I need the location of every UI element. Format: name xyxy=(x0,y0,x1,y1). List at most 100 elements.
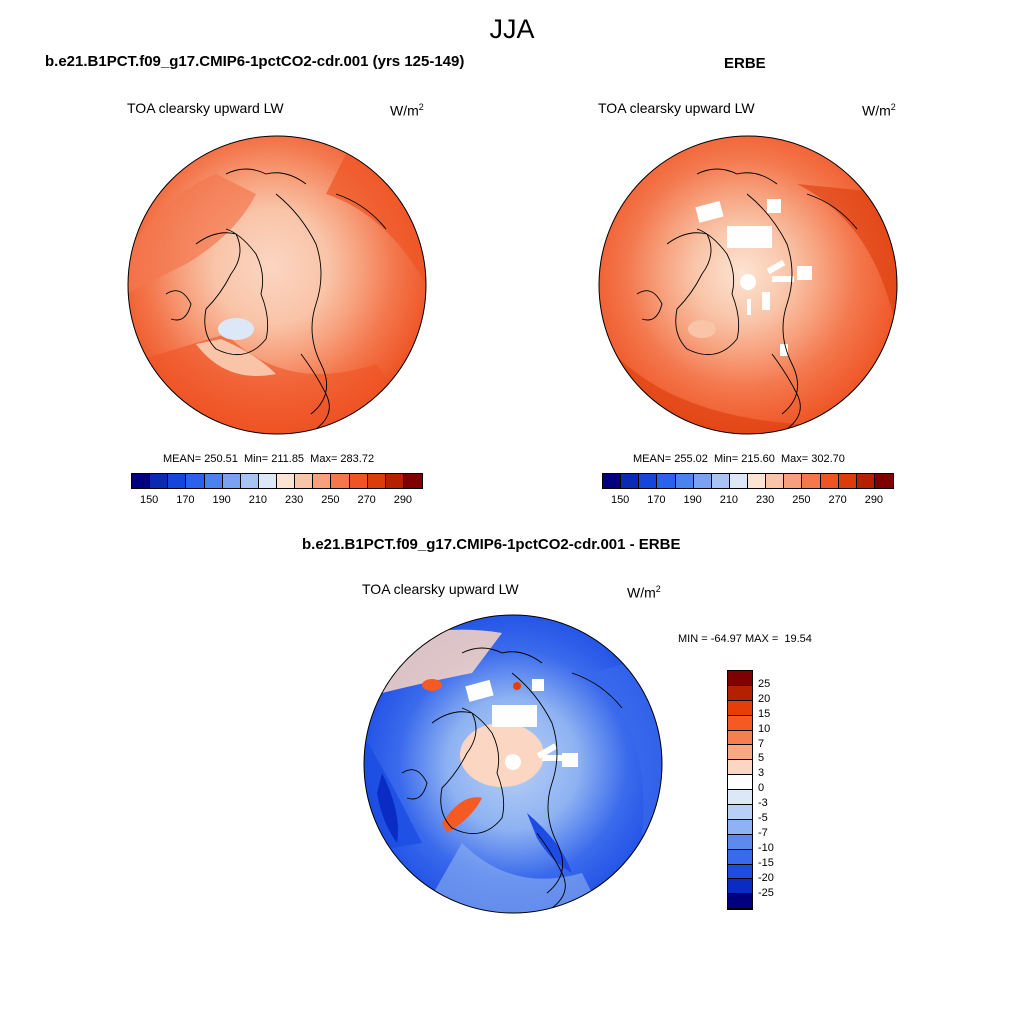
colorbar-swatch xyxy=(766,474,785,488)
colorbar-swatch xyxy=(728,879,752,895)
colorbar-swatch xyxy=(331,474,350,488)
colorbar-swatch xyxy=(728,745,752,761)
colorbar-swatch xyxy=(277,474,296,488)
colorbar-tick-label: 190 xyxy=(212,494,231,506)
colorbar-swatch xyxy=(838,474,857,488)
colorbar-tick-label: 170 xyxy=(647,494,666,506)
panel-3-coastlines xyxy=(401,647,623,909)
colorbar-tick-label: 150 xyxy=(139,494,159,506)
panel-3-header: b.e21.B1PCT.f09_g17.CMIP6-1pctCO2-cdr.00… xyxy=(302,536,681,553)
colorbar-swatch xyxy=(856,474,875,488)
colorbar-swatch xyxy=(150,474,169,488)
panel-2-colorbar-ticks: 150 170 190 210 230 250 270 290 xyxy=(602,494,892,508)
colorbar-swatch xyxy=(729,474,748,488)
panel-2-units: W/m2 xyxy=(862,102,896,119)
colorbar-tick-label: 0 xyxy=(758,782,765,795)
colorbar-swatch xyxy=(168,474,187,488)
colorbar-swatch xyxy=(728,834,752,850)
colorbar-tick-label: -20 xyxy=(758,871,774,884)
panel-3-stats: MIN = -64.97 MAX = 19.54 xyxy=(678,633,812,645)
colorbar-swatch xyxy=(621,474,640,488)
colorbar-swatch xyxy=(385,474,404,488)
colorbar-swatch xyxy=(784,474,803,488)
colorbar-tick-label: 250 xyxy=(321,494,340,506)
colorbar-tick-label: -10 xyxy=(758,841,774,854)
colorbar-swatch xyxy=(728,819,752,835)
panel-2-coastlines xyxy=(636,168,858,430)
colorbar-swatch xyxy=(711,474,730,488)
colorbar-tick-label: -15 xyxy=(758,856,774,869)
panel-3-missing-data xyxy=(465,679,578,770)
panel-1-header: b.e21.B1PCT.f09_g17.CMIP6-1pctCO2-cdr.00… xyxy=(45,53,465,70)
colorbar-tick-label: 250 xyxy=(792,494,811,506)
colorbar-swatch xyxy=(728,700,752,716)
colorbar-tick-label: 5 xyxy=(758,752,765,765)
colorbar-swatch xyxy=(132,474,151,488)
colorbar-tick-label: 10 xyxy=(758,722,771,735)
colorbar-tick-label: 290 xyxy=(393,494,413,506)
panel-3-units: W/m2 xyxy=(627,584,661,601)
panel-2-colorbar xyxy=(602,473,894,489)
colorbar-swatch xyxy=(603,474,622,488)
colorbar-swatch xyxy=(204,474,223,488)
colorbar-swatch xyxy=(728,805,752,820)
colorbar-swatch xyxy=(313,474,332,488)
panel-3-map xyxy=(363,614,663,914)
colorbar-tick-label: 270 xyxy=(828,494,847,506)
colorbar-tick-label: 150 xyxy=(610,494,630,506)
colorbar-swatch xyxy=(403,474,422,488)
panel-3-colorbar xyxy=(727,670,753,911)
colorbar-swatch xyxy=(186,474,205,488)
colorbar-tick-label: 7 xyxy=(758,737,765,750)
colorbar-swatch xyxy=(728,894,752,910)
panel-2-stats: MEAN= 255.02 Min= 215.60 Max= 302.70 xyxy=(633,453,845,465)
colorbar-swatch xyxy=(728,685,752,701)
colorbar-tick-label: 290 xyxy=(864,494,884,506)
panel-2-variable: TOA clearsky upward LW xyxy=(598,100,755,116)
colorbar-swatch xyxy=(728,730,752,746)
panel-1-units: W/m2 xyxy=(390,102,424,119)
colorbar-tick-label: -7 xyxy=(758,826,768,839)
colorbar-tick-label: 25 xyxy=(758,677,771,690)
panel-1-coastlines xyxy=(165,168,387,430)
colorbar-swatch xyxy=(728,864,752,880)
colorbar-swatch xyxy=(222,474,241,488)
colorbar-tick-label: 190 xyxy=(683,494,702,506)
colorbar-swatch xyxy=(728,671,752,686)
colorbar-tick-label: 270 xyxy=(357,494,376,506)
colorbar-tick-label: 210 xyxy=(248,494,268,506)
colorbar-tick-label: 20 xyxy=(758,692,771,705)
colorbar-swatch xyxy=(349,474,368,488)
panel-3-colorbar-ticks: 25 20 15 10 7 5 3 0 -3 -5 -7 -10 -15 -20 -25 xyxy=(758,670,798,910)
colorbar-swatch xyxy=(728,849,752,865)
colorbar-swatch xyxy=(802,474,821,488)
colorbar-swatch xyxy=(728,760,752,776)
panel-1-stats: MEAN= 250.51 Min= 211.85 Max= 283.72 xyxy=(163,453,375,465)
colorbar-tick-label: 170 xyxy=(176,494,195,506)
colorbar-tick-label: 3 xyxy=(758,767,765,780)
panel-1-colorbar xyxy=(131,473,423,489)
panel-3-variable: TOA clearsky upward LW xyxy=(362,581,519,597)
panel-2-header: ERBE xyxy=(724,55,766,72)
colorbar-swatch xyxy=(820,474,839,488)
colorbar-swatch xyxy=(874,474,893,488)
panel-2-missing-data xyxy=(695,199,812,356)
colorbar-swatch xyxy=(728,790,752,806)
colorbar-swatch xyxy=(639,474,658,488)
colorbar-tick-label: -5 xyxy=(758,812,768,824)
colorbar-swatch xyxy=(728,715,752,731)
colorbar-swatch xyxy=(657,474,676,488)
colorbar-tick-label: -25 xyxy=(758,886,774,899)
colorbar-swatch xyxy=(240,474,259,488)
colorbar-tick-label: -3 xyxy=(758,797,768,810)
colorbar-swatch xyxy=(748,474,767,488)
colorbar-tick-label: 210 xyxy=(719,494,739,506)
colorbar-swatch xyxy=(728,775,752,791)
colorbar-tick-label: 230 xyxy=(284,494,304,506)
colorbar-swatch xyxy=(295,474,314,488)
colorbar-swatch xyxy=(258,474,277,488)
panel-2-map xyxy=(598,135,898,435)
panel-1-variable: TOA clearsky upward LW xyxy=(127,100,284,116)
figure-title: JJA xyxy=(489,14,535,44)
colorbar-swatch xyxy=(693,474,712,488)
